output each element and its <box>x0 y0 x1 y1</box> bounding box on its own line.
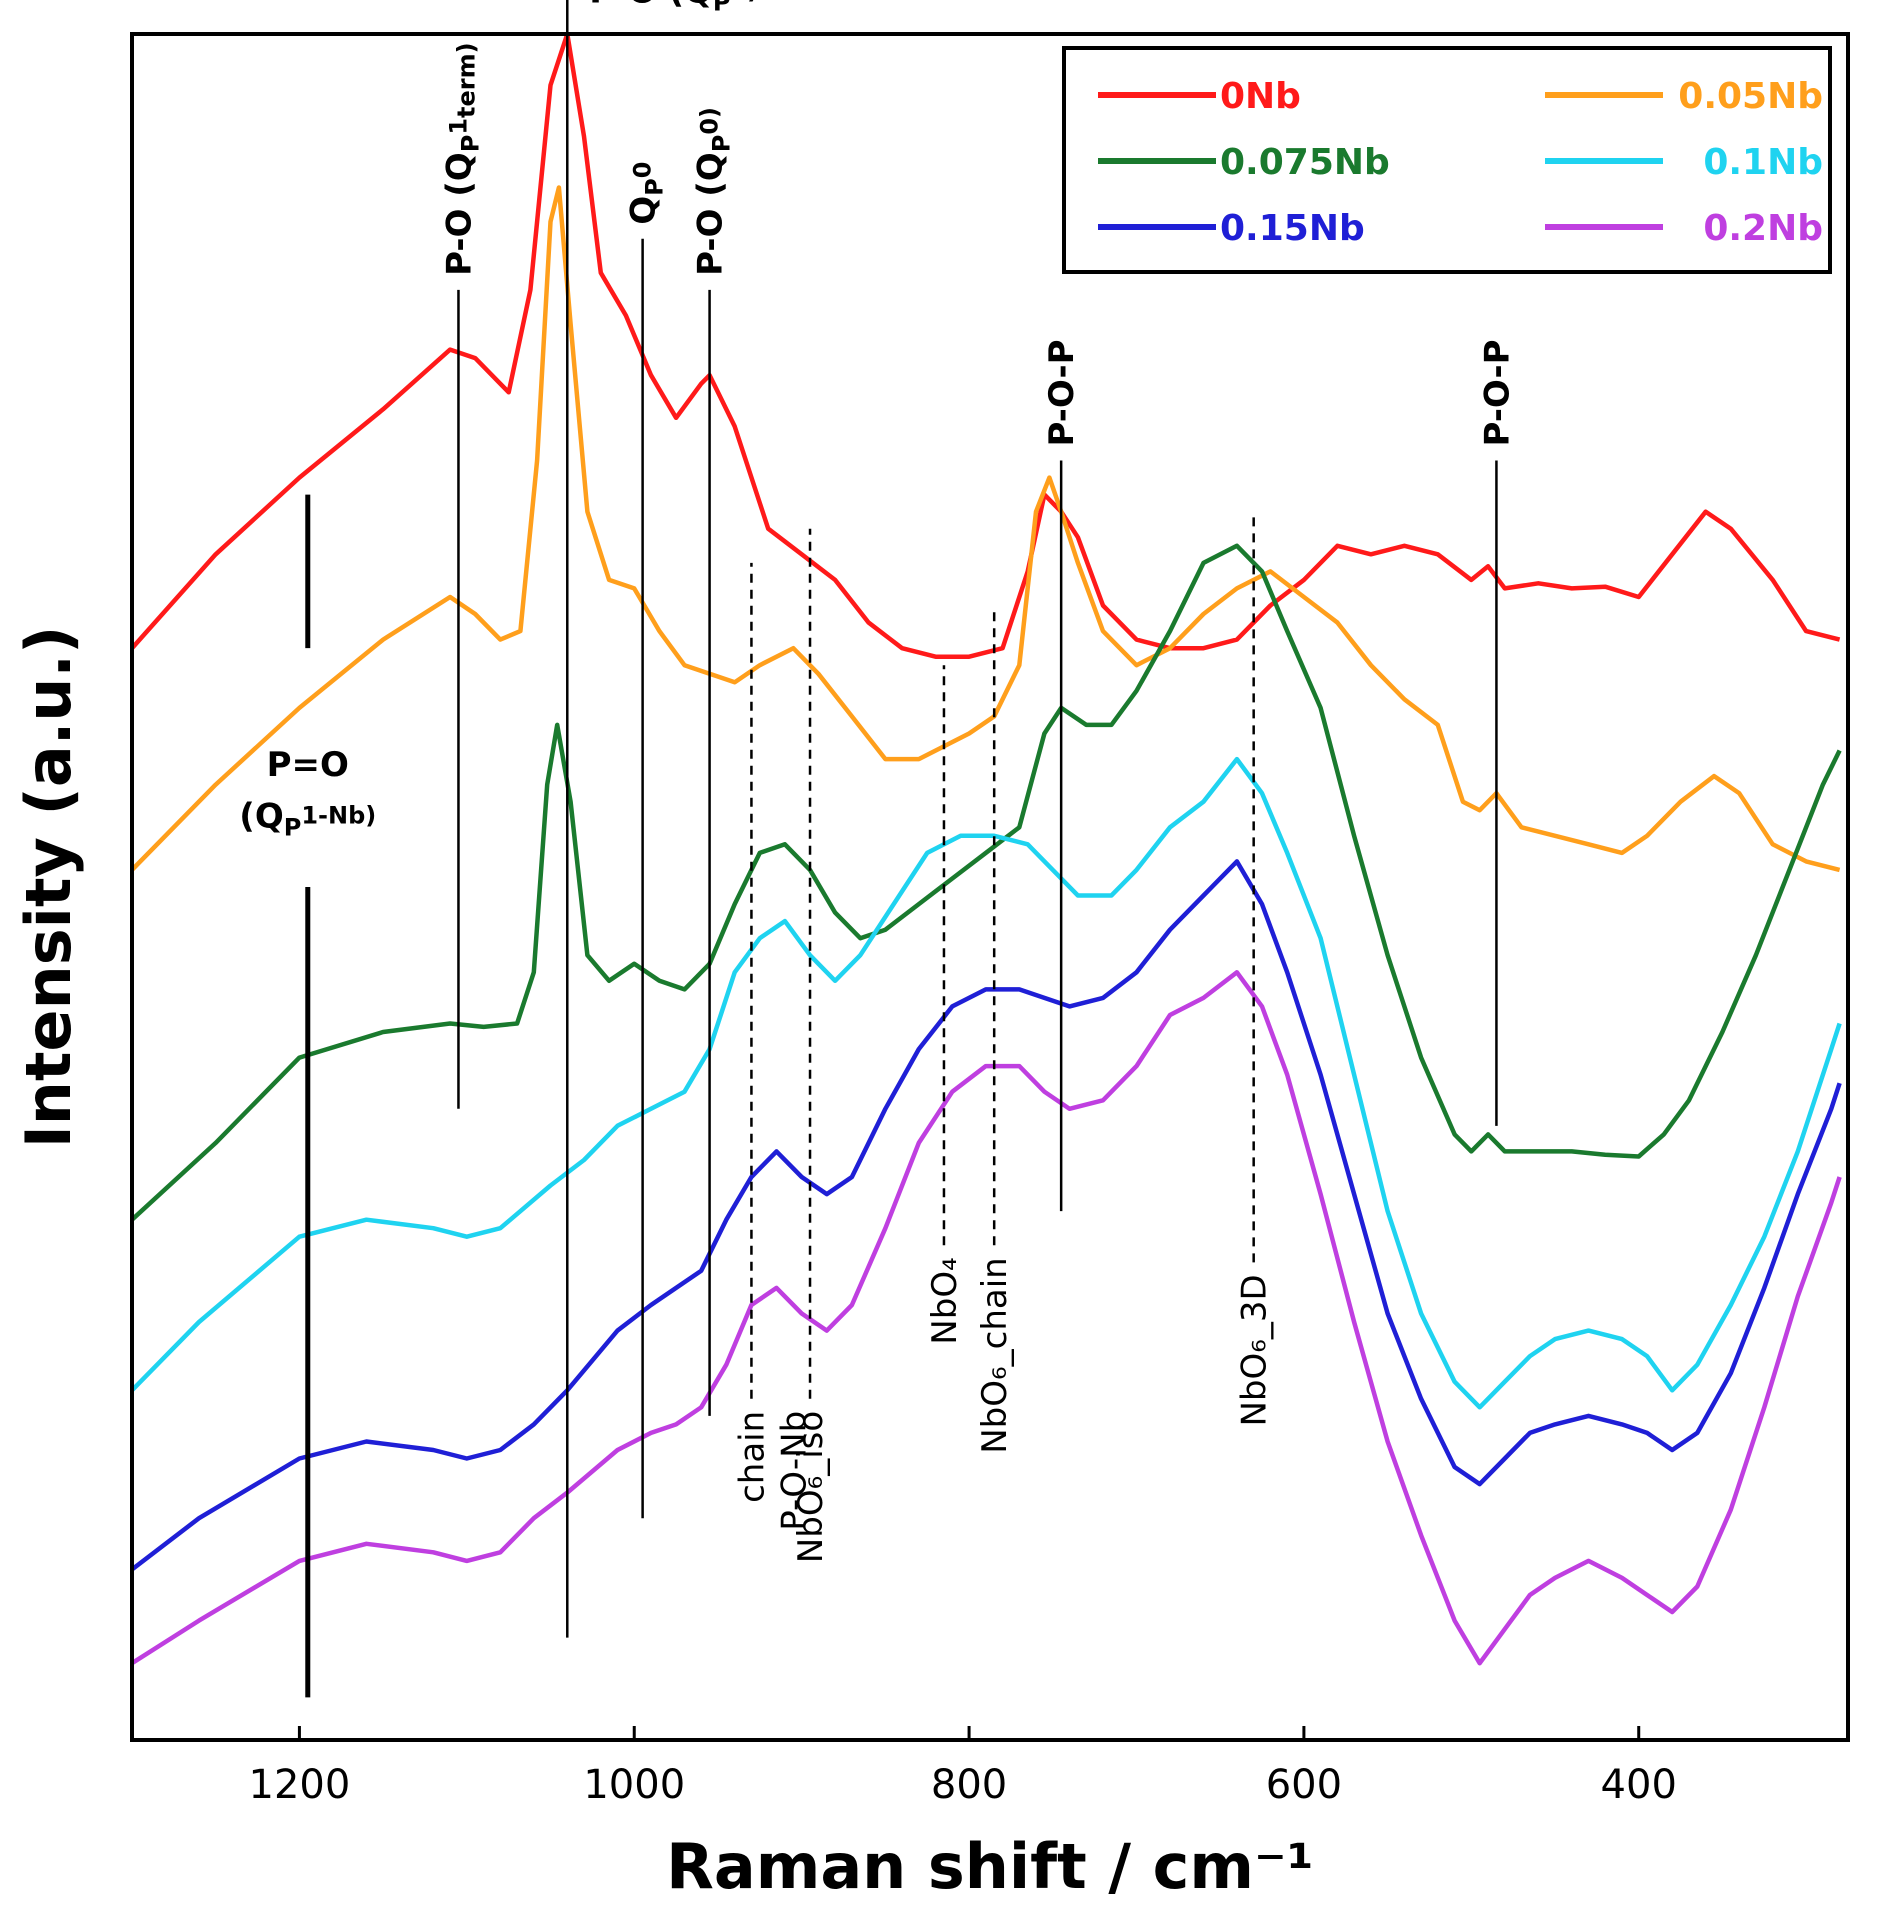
y-axis-title: Intensity (a.u.) <box>12 626 85 1149</box>
x-tick-label-0: 1200 <box>249 1762 351 1808</box>
annotation-label-5: P-O-P <box>1477 340 1517 447</box>
legend-label-0.075Nb: 0.075Nb <box>1220 142 1390 183</box>
x-tick-label-4: 400 <box>1601 1762 1677 1808</box>
legend-label-0.1Nb: 0.1Nb <box>1703 142 1823 183</box>
annotation-text-0: P=O <box>267 745 349 785</box>
legend-label-0.2Nb: 0.2Nb <box>1703 208 1823 249</box>
dashed-label-3: NbO₆_chain <box>975 1257 1015 1453</box>
legend-label-0.05Nb: 0.05Nb <box>1678 76 1823 117</box>
x-tick-label-3: 600 <box>1266 1762 1342 1808</box>
annotation-label-4: P-O-P <box>1042 340 1082 447</box>
legend-label-0.15Nb: 0.15Nb <box>1220 208 1365 249</box>
x-tick-label-1: 1000 <box>583 1762 685 1808</box>
legend: 0Nb 0.05Nb 0.075Nb 0.1Nb 0.15Nb 0.2Nb <box>1064 48 1830 272</box>
x-axis-title: Raman shift / cm⁻¹ <box>666 1830 1314 1903</box>
plot-area <box>0 0 1878 1916</box>
dashed-label-4: NbO₆_3D <box>1235 1274 1275 1426</box>
background <box>0 0 1878 1916</box>
dashed-label-1: NbO₆_iso <box>791 1411 831 1563</box>
x-tick-label-2: 800 <box>931 1762 1007 1808</box>
legend-label-0Nb: 0Nb <box>1220 76 1301 117</box>
dashed-label-2: NbO₄ <box>925 1257 965 1344</box>
raman-chart: P-O (QP1term)P-O (QP1)QP0P-O (QP0)P-O-PP… <box>0 0 1878 1916</box>
